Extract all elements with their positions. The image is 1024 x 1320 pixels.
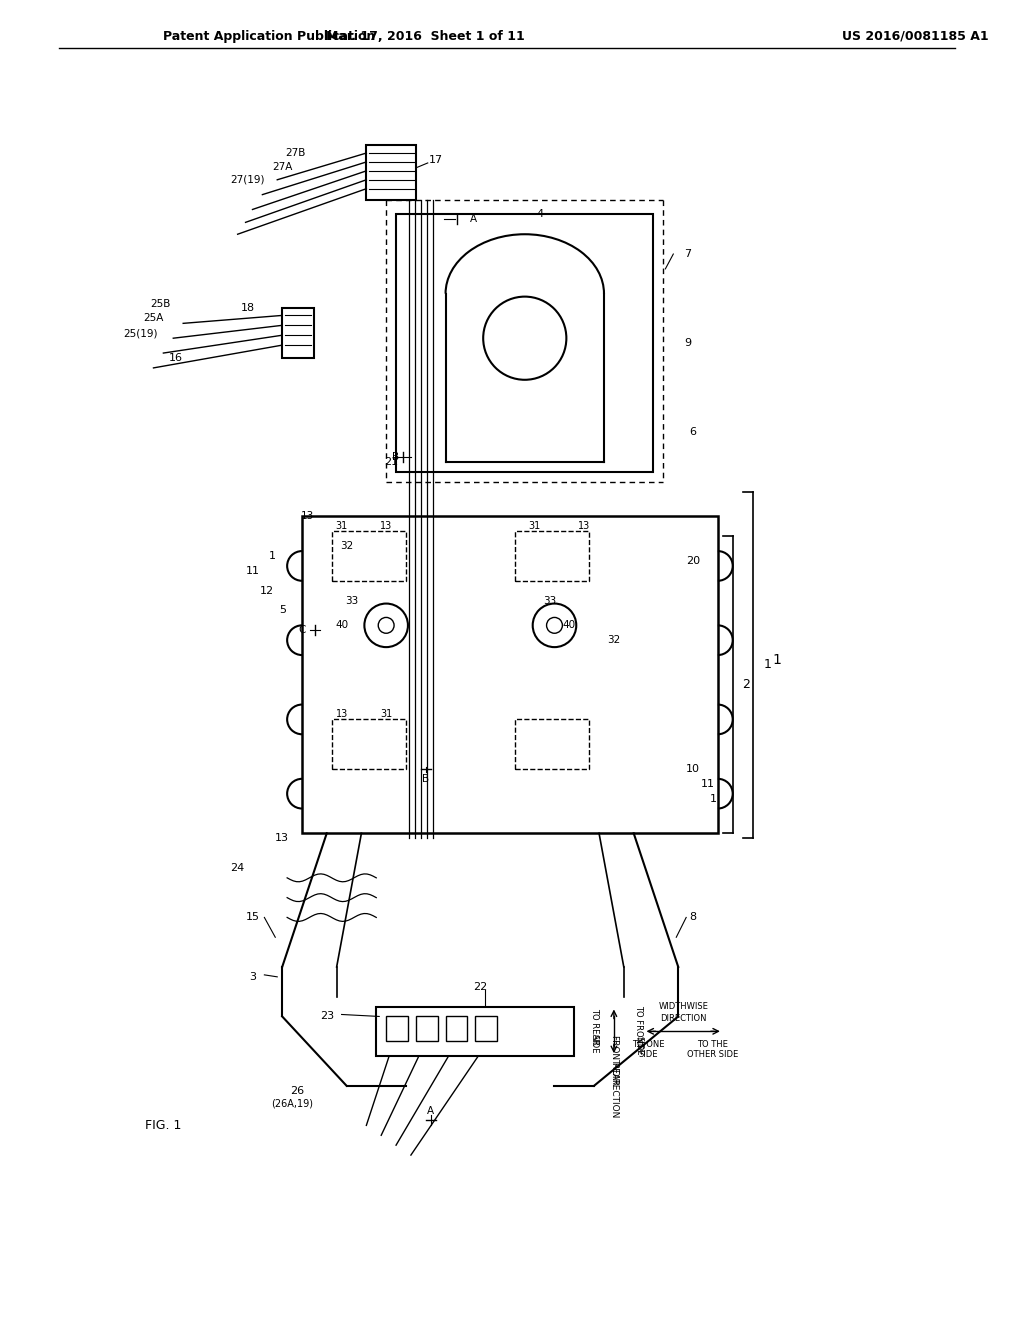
Text: REAR: REAR (609, 1061, 618, 1086)
Text: WIDTHWISE: WIDTHWISE (658, 1002, 709, 1011)
Text: 13: 13 (300, 511, 313, 521)
Text: 25B: 25B (151, 298, 171, 309)
Text: TO ONE: TO ONE (632, 1040, 665, 1048)
Bar (302, 516, 718, 833)
Text: 40: 40 (335, 620, 348, 631)
Bar (445, 1016, 467, 1041)
Bar (332, 719, 406, 770)
Text: 7: 7 (685, 249, 692, 259)
Text: 5: 5 (279, 606, 286, 615)
Text: DIRECTION: DIRECTION (609, 1069, 618, 1118)
Text: 12: 12 (260, 586, 274, 595)
Bar (515, 531, 589, 581)
Text: FRONT-: FRONT- (609, 1035, 618, 1068)
Text: 17: 17 (429, 154, 442, 165)
Text: 13: 13 (336, 709, 348, 719)
Text: B: B (392, 451, 399, 462)
Text: US 2016/0081185 A1: US 2016/0081185 A1 (842, 30, 988, 42)
Text: SIDE: SIDE (634, 1036, 643, 1056)
Text: 25A: 25A (143, 313, 164, 323)
Text: (26A,19): (26A,19) (271, 1098, 313, 1109)
Text: 31: 31 (336, 521, 348, 532)
Text: C: C (298, 626, 306, 635)
Text: 27B: 27B (285, 148, 305, 158)
Text: 13: 13 (380, 521, 392, 532)
Text: 25(19): 25(19) (123, 329, 158, 338)
Text: 13: 13 (275, 833, 289, 843)
Text: SIDE: SIDE (590, 1035, 599, 1053)
Text: 6: 6 (689, 428, 696, 437)
Text: 11: 11 (701, 779, 715, 789)
Text: 32: 32 (607, 635, 621, 645)
Text: 23: 23 (319, 1011, 334, 1022)
Text: 15: 15 (246, 912, 259, 923)
Text: 1: 1 (710, 793, 717, 804)
Text: 33: 33 (345, 595, 358, 606)
Text: 13: 13 (579, 521, 590, 532)
Text: 22: 22 (473, 982, 487, 991)
Text: DIRECTION: DIRECTION (659, 1014, 707, 1023)
Text: A: A (470, 214, 477, 224)
Text: 4: 4 (537, 210, 543, 219)
Text: A: A (427, 1106, 434, 1115)
Text: SIDE: SIDE (639, 1049, 658, 1059)
Text: 31: 31 (380, 709, 392, 719)
Bar (283, 309, 314, 358)
Text: 20: 20 (686, 556, 700, 566)
Text: FIG. 1: FIG. 1 (145, 1119, 181, 1131)
Text: TO REAR: TO REAR (590, 1008, 599, 1045)
Text: 16: 16 (169, 352, 183, 363)
Text: 1: 1 (773, 653, 781, 667)
Text: 11: 11 (246, 566, 259, 576)
Text: 33: 33 (543, 595, 556, 606)
Text: 31: 31 (528, 521, 541, 532)
Text: 3: 3 (249, 972, 256, 982)
Text: 32: 32 (340, 541, 353, 552)
Bar (396, 214, 653, 471)
Text: Patent Application Publication: Patent Application Publication (164, 30, 376, 42)
Text: 1: 1 (764, 659, 771, 672)
Text: 8: 8 (689, 912, 696, 923)
Text: B: B (422, 774, 429, 784)
Bar (475, 1016, 497, 1041)
Text: 24: 24 (230, 863, 245, 873)
Text: 40: 40 (563, 620, 575, 631)
Text: 26: 26 (290, 1086, 304, 1096)
Text: OTHER SIDE: OTHER SIDE (687, 1049, 738, 1059)
Bar (386, 1016, 408, 1041)
Bar (515, 719, 589, 770)
Text: 21: 21 (384, 457, 398, 467)
Bar (376, 1007, 574, 1056)
Text: TO FRONT: TO FRONT (634, 1005, 643, 1048)
Text: 18: 18 (241, 304, 255, 313)
Text: 1: 1 (268, 550, 275, 561)
Text: Mar. 17, 2016  Sheet 1 of 11: Mar. 17, 2016 Sheet 1 of 11 (327, 30, 525, 42)
Bar (367, 145, 416, 199)
Text: 10: 10 (686, 764, 700, 774)
Bar (416, 1016, 437, 1041)
Bar (332, 531, 406, 581)
Text: TO THE: TO THE (697, 1040, 728, 1048)
Text: 27(19): 27(19) (230, 174, 265, 185)
Text: 2: 2 (741, 678, 750, 692)
Text: 9: 9 (685, 338, 692, 348)
Text: 27A: 27A (272, 162, 293, 172)
